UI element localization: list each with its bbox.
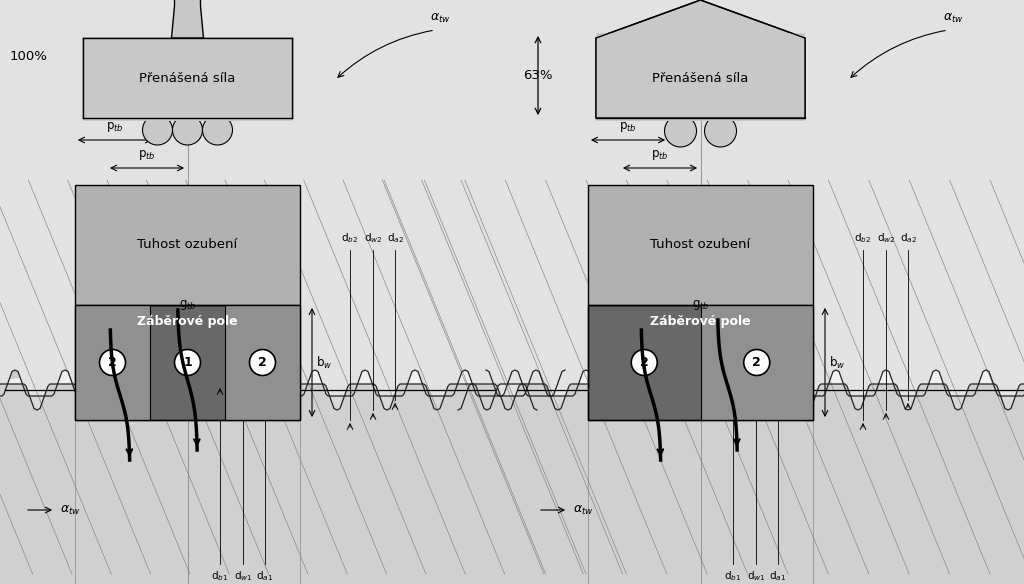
Text: g$_{tb}$: g$_{tb}$ [691,298,710,312]
Polygon shape [0,0,565,396]
Text: d$_{b1}$: d$_{b1}$ [211,569,228,583]
Text: b$_w$: b$_w$ [316,354,333,371]
Text: d$_{a1}$: d$_{a1}$ [769,569,786,583]
Polygon shape [486,0,1024,396]
Polygon shape [588,185,813,305]
Text: p$_{tb}$: p$_{tb}$ [106,120,124,134]
Text: d$_{w2}$: d$_{w2}$ [877,231,895,245]
Text: $\alpha_{tw}$: $\alpha_{tw}$ [60,503,81,517]
Polygon shape [5,390,495,584]
Text: b$_w$: b$_w$ [829,354,846,371]
Circle shape [631,349,657,376]
Polygon shape [588,305,813,420]
Text: Tuhost ozubení: Tuhost ozubení [650,238,751,252]
Polygon shape [458,384,1024,584]
Polygon shape [518,195,1024,380]
Circle shape [743,349,770,376]
Text: 1: 1 [183,356,191,369]
Text: $\alpha_{tw}$: $\alpha_{tw}$ [430,12,451,25]
Polygon shape [83,38,292,118]
Text: d$_{w1}$: d$_{w1}$ [233,569,252,583]
Text: d$_{b1}$: d$_{b1}$ [724,569,741,583]
Polygon shape [225,305,300,420]
Text: p$_{tb}$: p$_{tb}$ [651,148,669,162]
Polygon shape [596,33,805,121]
Text: Záběrové pole: Záběrové pole [650,315,751,328]
Text: 100%: 100% [10,50,48,64]
Text: 2: 2 [258,356,267,369]
Text: d$_{b2}$: d$_{b2}$ [341,231,358,245]
Text: p$_{tb}$: p$_{tb}$ [620,120,637,134]
Text: Přenášená síla: Přenášená síla [139,71,236,85]
Polygon shape [700,305,813,420]
Text: Tuhost ozubení: Tuhost ozubení [137,238,238,252]
Circle shape [174,349,201,376]
Text: d$_{b2}$: d$_{b2}$ [854,231,871,245]
Text: 2: 2 [109,356,117,369]
Polygon shape [596,0,805,118]
Circle shape [99,349,126,376]
Circle shape [142,115,172,145]
Polygon shape [75,185,300,305]
Polygon shape [518,390,1024,584]
Text: Záběrové pole: Záběrové pole [137,315,238,328]
Polygon shape [75,305,300,420]
Polygon shape [171,0,204,38]
Text: $\alpha_{tw}$: $\alpha_{tw}$ [573,503,594,517]
Text: Přenášená síla: Přenášená síla [652,71,749,85]
Circle shape [250,349,275,376]
Text: d$_{w1}$: d$_{w1}$ [746,569,765,583]
Polygon shape [75,305,150,420]
Polygon shape [83,38,292,121]
Polygon shape [5,0,495,390]
Text: d$_{a1}$: d$_{a1}$ [256,569,273,583]
Text: d$_{w2}$: d$_{w2}$ [364,231,382,245]
Circle shape [203,115,232,145]
Polygon shape [0,384,537,584]
Circle shape [705,115,736,147]
Polygon shape [5,195,495,380]
Polygon shape [518,0,1024,390]
Text: g$_{tb}$: g$_{tb}$ [178,298,197,312]
Text: p$_{tb}$: p$_{tb}$ [138,148,156,162]
Text: 2: 2 [640,356,648,369]
Text: d$_{a2}$: d$_{a2}$ [386,231,403,245]
Polygon shape [518,0,1024,584]
Circle shape [172,115,203,145]
Circle shape [665,115,696,147]
Text: 63%: 63% [523,69,553,82]
Text: $\alpha_{tw}$: $\alpha_{tw}$ [943,12,964,25]
Text: 2: 2 [753,356,761,369]
Polygon shape [5,0,495,584]
Text: d$_{a2}$: d$_{a2}$ [899,231,916,245]
